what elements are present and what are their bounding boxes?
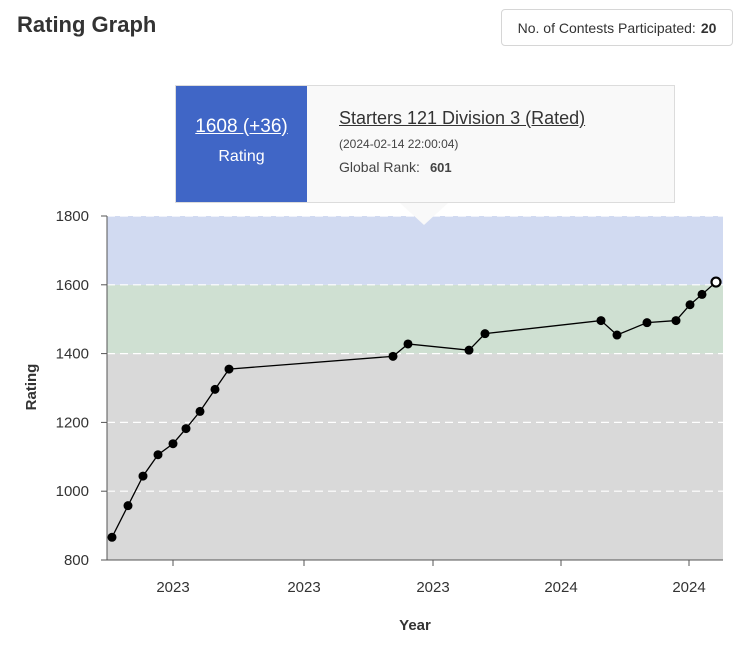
contests-participated-badge: No. of Contests Participated: 20 xyxy=(501,9,733,46)
y-tick-label: 1000 xyxy=(56,483,89,500)
tooltip-rank-label: Global Rank: xyxy=(339,159,420,175)
data-point[interactable] xyxy=(642,318,652,328)
tooltip-rating-panel: 1608 (+36) Rating xyxy=(176,86,307,202)
highlighted-point[interactable] xyxy=(710,276,722,288)
y-tick-label: 1200 xyxy=(56,414,89,431)
x-axis-label: Year xyxy=(399,617,431,634)
data-point[interactable] xyxy=(123,501,133,511)
rating-band-1 xyxy=(107,284,723,354)
data-point[interactable] xyxy=(153,450,163,460)
x-tick-label: 2023 xyxy=(416,579,449,596)
data-point[interactable] xyxy=(464,345,474,355)
x-tick-label: 2023 xyxy=(287,579,320,596)
tooltip-contest-date: (2024-02-14 22:00:04) xyxy=(339,137,459,151)
tooltip-pointer xyxy=(400,203,448,225)
data-point[interactable] xyxy=(107,532,117,542)
data-point[interactable] xyxy=(403,339,413,349)
data-point[interactable] xyxy=(697,289,707,299)
data-point[interactable] xyxy=(685,300,695,310)
y-axis-label: Rating xyxy=(23,364,40,411)
tooltip-rank-value: 601 xyxy=(429,160,452,175)
x-tick-label: 2024 xyxy=(672,579,705,596)
data-point[interactable] xyxy=(612,330,622,340)
y-tick-label: 1400 xyxy=(56,346,89,363)
tooltip-global-rank: Global Rank: 601 xyxy=(339,159,585,175)
data-point[interactable] xyxy=(168,439,178,449)
page-title: Rating Graph xyxy=(17,12,157,37)
data-point[interactable] xyxy=(388,351,398,361)
tooltip-contest-link[interactable]: Starters 121 Division 3 (Rated) xyxy=(339,108,586,128)
y-tick-label: 1800 xyxy=(56,208,89,225)
y-tick-label: 1600 xyxy=(56,277,89,294)
data-point[interactable] xyxy=(671,316,681,326)
tooltip-rating-label: Rating xyxy=(218,148,265,165)
x-tick-label: 2023 xyxy=(156,579,189,596)
data-point[interactable] xyxy=(195,406,205,416)
contests-label: No. of Contests Participated: xyxy=(517,19,696,36)
data-point[interactable] xyxy=(224,364,234,374)
rating-band-0 xyxy=(107,353,723,560)
contests-count: 20 xyxy=(700,19,717,36)
data-point[interactable] xyxy=(210,384,220,394)
x-tick-label: 2024 xyxy=(544,579,577,596)
data-point[interactable] xyxy=(181,424,191,434)
y-tick-label: 800 xyxy=(64,552,89,569)
rating-band-2 xyxy=(107,216,723,285)
data-point[interactable] xyxy=(138,471,148,481)
tooltip-rating-value[interactable]: 1608 (+36) xyxy=(195,116,288,137)
data-point[interactable] xyxy=(480,329,490,339)
contest-tooltip: 1608 (+36) Rating Starters 121 Division … xyxy=(175,85,675,203)
data-point[interactable] xyxy=(596,316,606,326)
tooltip-details: Starters 121 Division 3 (Rated) (2024-02… xyxy=(307,86,585,202)
